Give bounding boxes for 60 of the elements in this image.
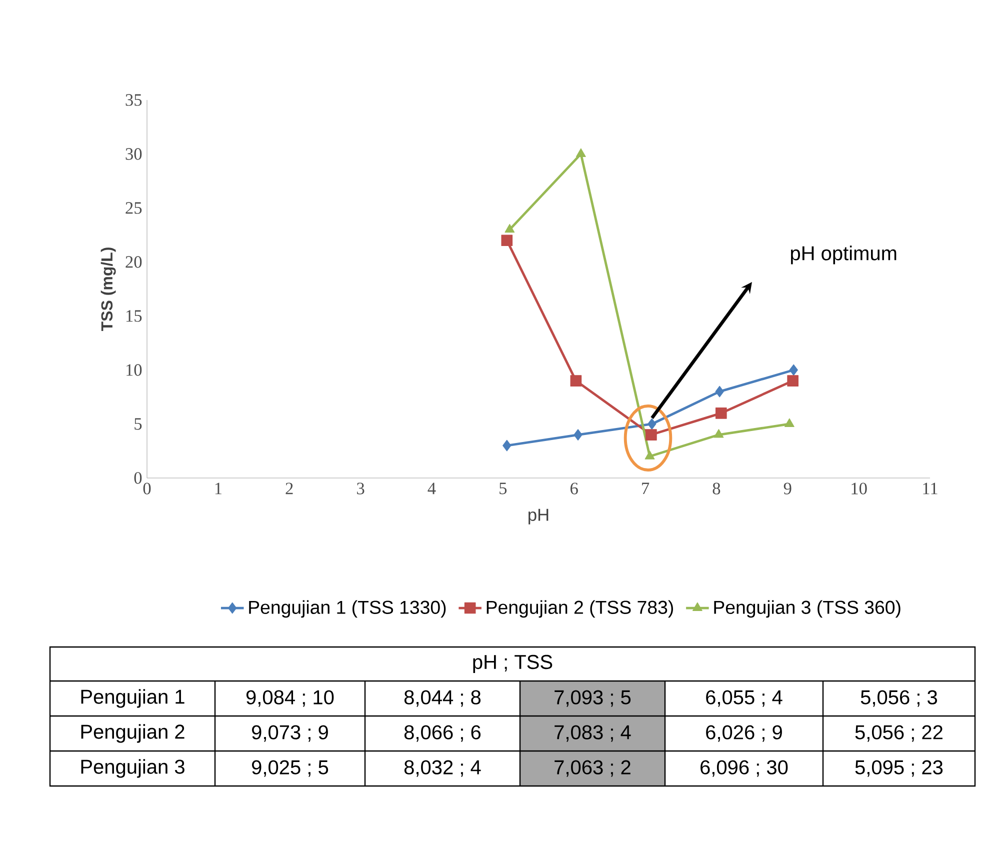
y-axis-title: TSS (mg/L) <box>100 248 116 332</box>
x-axis-title: pH <box>528 508 548 524</box>
y-tick-label: 5 <box>134 418 142 430</box>
point <box>715 386 724 398</box>
text: pH ; TSS <box>473 654 552 674</box>
text: Pengujian 2 <box>81 724 184 743</box>
x-tick-label: 1 <box>215 482 222 494</box>
x-tick-label: 11 <box>923 482 938 494</box>
point <box>714 429 724 438</box>
y-tick-label: 0 <box>134 472 142 484</box>
text: 9,084 ; 10 <box>246 690 334 707</box>
text: 6,055 ; 4 <box>706 690 782 707</box>
y-tick-label: 30 <box>126 148 142 160</box>
legend-label: Pengujian 3 (TSS 360) <box>714 600 900 618</box>
x-tick-label: 6 <box>570 482 578 494</box>
y-tick-label: 35 <box>126 94 142 106</box>
text: 7,083 ; 4 <box>554 725 631 742</box>
text: 5,095 ; 23 <box>855 760 943 777</box>
x-tick-label: 4 <box>428 482 436 494</box>
y-tick-label: 20 <box>126 256 142 268</box>
point <box>648 418 656 430</box>
x-tick-label: 5 <box>500 482 507 494</box>
point <box>644 450 655 460</box>
legend-label: Pengujian 2 (TSS 783) <box>486 600 673 618</box>
annotation: pH optimum <box>791 246 896 264</box>
point <box>504 224 515 233</box>
x-tick-label: 0 <box>143 482 151 494</box>
x-tick-label: 8 <box>712 482 720 494</box>
point <box>576 148 586 157</box>
text: 5,056 ; 3 <box>860 690 938 707</box>
point <box>787 375 799 386</box>
point <box>574 429 582 440</box>
y-tick-label: 25 <box>126 202 142 214</box>
x-tick-label: 10 <box>852 482 867 494</box>
text: Pengujian 3 <box>81 759 184 778</box>
point <box>646 429 657 440</box>
text: 9,025 ; 5 <box>252 760 328 777</box>
text: 9,073 ; 9 <box>252 725 328 742</box>
x-tick-label: 3 <box>357 482 364 494</box>
x-tick-label: 9 <box>784 482 792 494</box>
text: 6,096 ; 30 <box>700 760 788 777</box>
x-tick-label: 7 <box>642 482 650 494</box>
legend-label: Pengujian 1 (TSS 1330) <box>249 600 446 618</box>
point <box>789 364 798 376</box>
x-tick-label: 2 <box>286 482 293 494</box>
point <box>784 418 794 427</box>
point <box>501 234 513 246</box>
y-tick-label: 15 <box>126 310 142 322</box>
text: 8,066 ; 6 <box>404 725 481 742</box>
point <box>715 408 727 419</box>
point <box>502 440 512 452</box>
text: 6,026 ; 9 <box>706 725 782 742</box>
point <box>570 375 582 386</box>
text: 8,044 ; 8 <box>404 690 481 707</box>
y-tick-label: 10 <box>126 364 142 376</box>
text: 8,032 ; 4 <box>404 760 481 777</box>
text: 7,093 ; 5 <box>554 690 631 707</box>
text: 5,056 ; 22 <box>855 725 942 742</box>
text: 7,063 ; 2 <box>554 760 630 777</box>
text: Pengujian 1 <box>81 689 184 708</box>
